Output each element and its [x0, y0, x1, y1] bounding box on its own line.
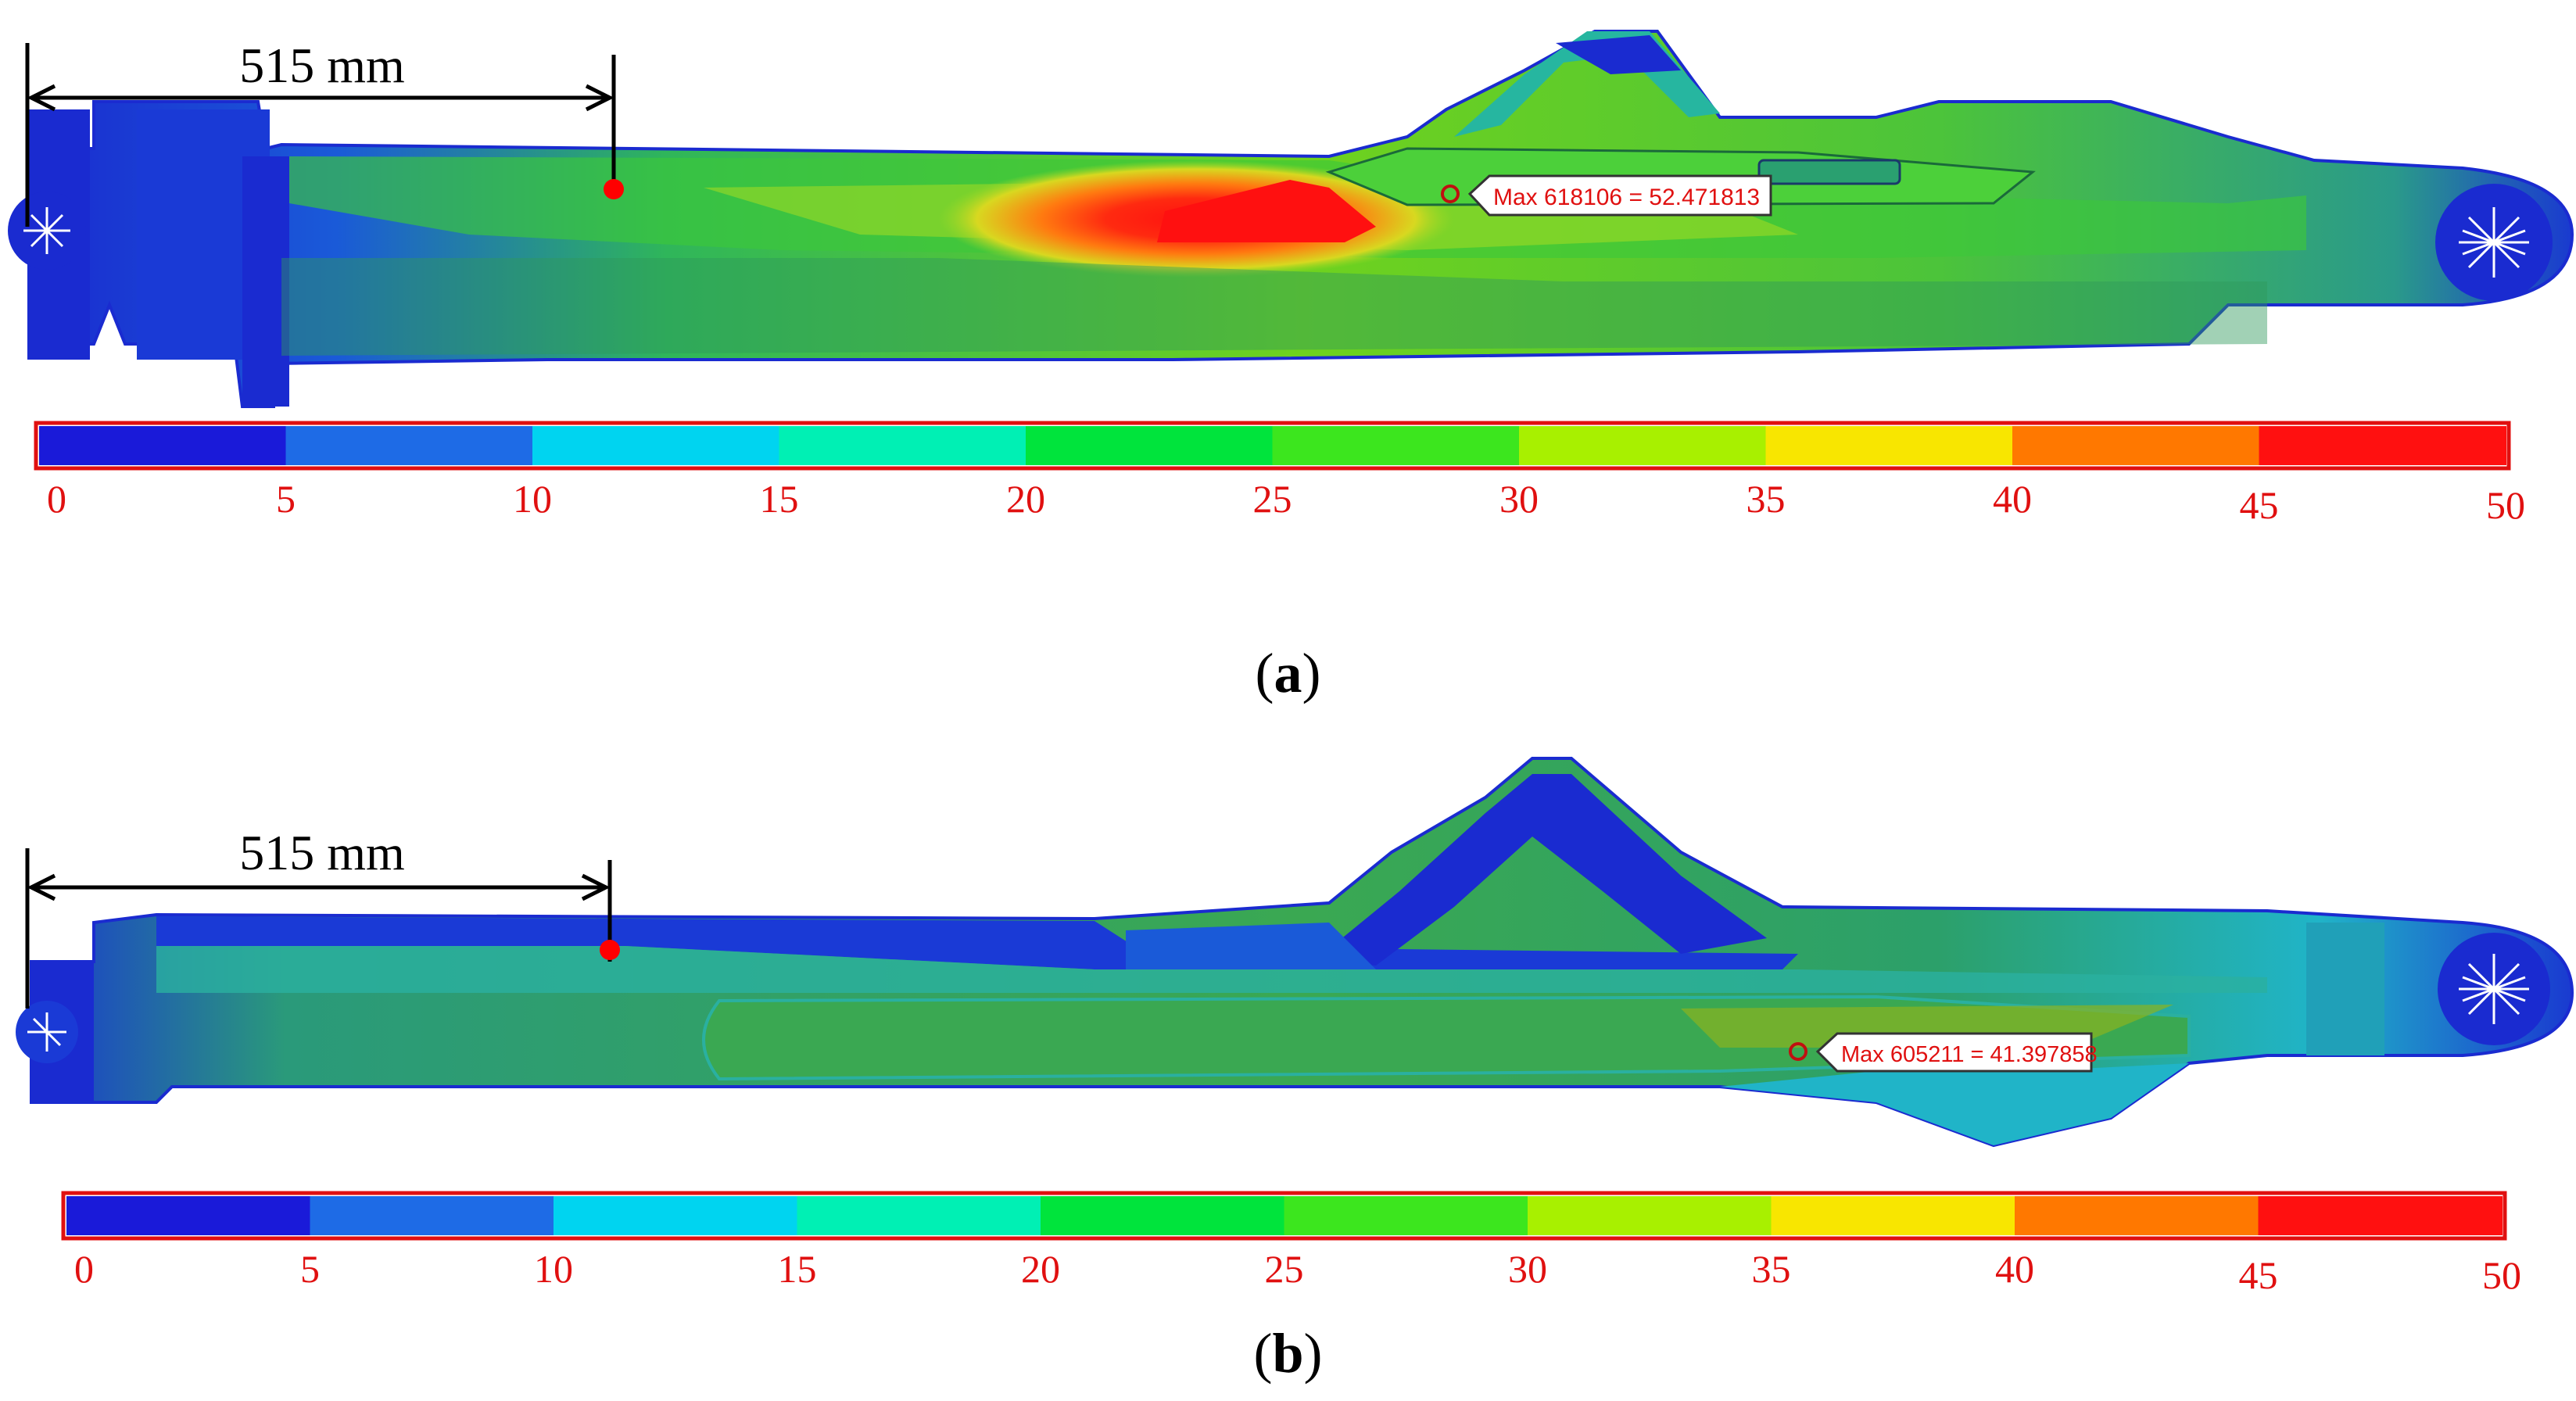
dimension-line-a — [25, 43, 616, 227]
scale-frame — [61, 1191, 2507, 1241]
scale-tick-label: 5 — [300, 1247, 320, 1291]
scale-band — [1771, 1196, 2015, 1235]
scale-tick-label: 20 — [1006, 477, 1045, 521]
dimension-label-a: 515 mm — [239, 38, 405, 93]
scale-band — [39, 426, 287, 465]
scale-band — [2259, 426, 2506, 465]
scale-tick-label: 5 — [276, 477, 296, 521]
scale-tick-label: 25 — [1253, 477, 1292, 521]
scale-band — [1041, 1196, 1285, 1235]
scale-tick-label: 20 — [1021, 1247, 1060, 1291]
scale-tick-label: 10 — [513, 477, 552, 521]
scale-tick-label: 30 — [1499, 477, 1539, 521]
scale-band — [1519, 426, 1767, 465]
scale-band — [1765, 426, 2013, 465]
scale-frame — [34, 421, 2511, 471]
max-callout-a: Max 618106 = 52.471813 — [1441, 174, 1772, 217]
scale-tick-label: 40 — [1995, 1247, 2034, 1291]
panel-a-figure: 515 mm Max 618106 = 52.471813 0 5 10 15 20 25… — [8, 30, 2574, 527]
scale-tick-label: 30 — [1508, 1247, 1547, 1291]
scale-tick-label: 45 — [2239, 1253, 2278, 1297]
scale-band — [779, 426, 1026, 465]
scale-band — [2258, 1196, 2503, 1235]
scale-tick-label: 10 — [534, 1247, 573, 1291]
scale-tick-label: 35 — [1752, 1247, 1791, 1291]
scale-tick-label: 40 — [1993, 477, 2032, 521]
svg-text:Max 618106 = 52.471813: Max 618106 = 52.471813 — [1493, 185, 1760, 210]
scale-tick-label: 50 — [2482, 1253, 2521, 1297]
scale-tick-label: 50 — [2486, 483, 2525, 527]
scale-band — [1026, 426, 1274, 465]
caption-a: (a) — [1255, 642, 1321, 704]
dimension-label-b: 515 mm — [239, 825, 405, 880]
scale-band — [66, 1196, 311, 1235]
scale-tick-label: 0 — [74, 1247, 94, 1291]
color-scale-b: 0 5 10 15 20 25 30 35 40 45 50 — [61, 1191, 2521, 1297]
scale-band — [310, 1196, 554, 1235]
scale-band — [2015, 1196, 2259, 1235]
scale-band — [532, 426, 780, 465]
scale-band — [554, 1196, 798, 1235]
svg-text:Max 605211 = 41.397858: Max 605211 = 41.397858 — [1841, 1042, 2098, 1067]
measurement-point-b — [600, 940, 620, 960]
scale-tick-label: 35 — [1747, 477, 1786, 521]
caption-b: (b) — [1253, 1322, 1323, 1385]
max-callout-b: Max 605211 = 41.397858 — [1789, 1032, 2098, 1073]
scale-tick-label: 45 — [2240, 483, 2279, 527]
scale-band — [1284, 1196, 1528, 1235]
beam-model-b — [16, 757, 2574, 1148]
panel-b-figure: 515 mm Max 605211 = 41.397858 0 5 10 15 20 25… — [16, 757, 2574, 1297]
scale-tick-label: 15 — [778, 1247, 817, 1291]
color-scale-a: 0 5 10 15 20 25 30 35 40 45 50 — [34, 421, 2525, 527]
scale-tick-label: 15 — [760, 477, 799, 521]
scale-band — [1528, 1196, 1772, 1235]
scale-band — [797, 1196, 1041, 1235]
measurement-point-a — [604, 179, 624, 199]
scale-band — [285, 426, 533, 465]
scale-band — [2012, 426, 2260, 465]
scale-tick-label: 25 — [1265, 1247, 1304, 1291]
scale-band — [1272, 426, 1520, 465]
scale-tick-label: 0 — [47, 477, 66, 521]
